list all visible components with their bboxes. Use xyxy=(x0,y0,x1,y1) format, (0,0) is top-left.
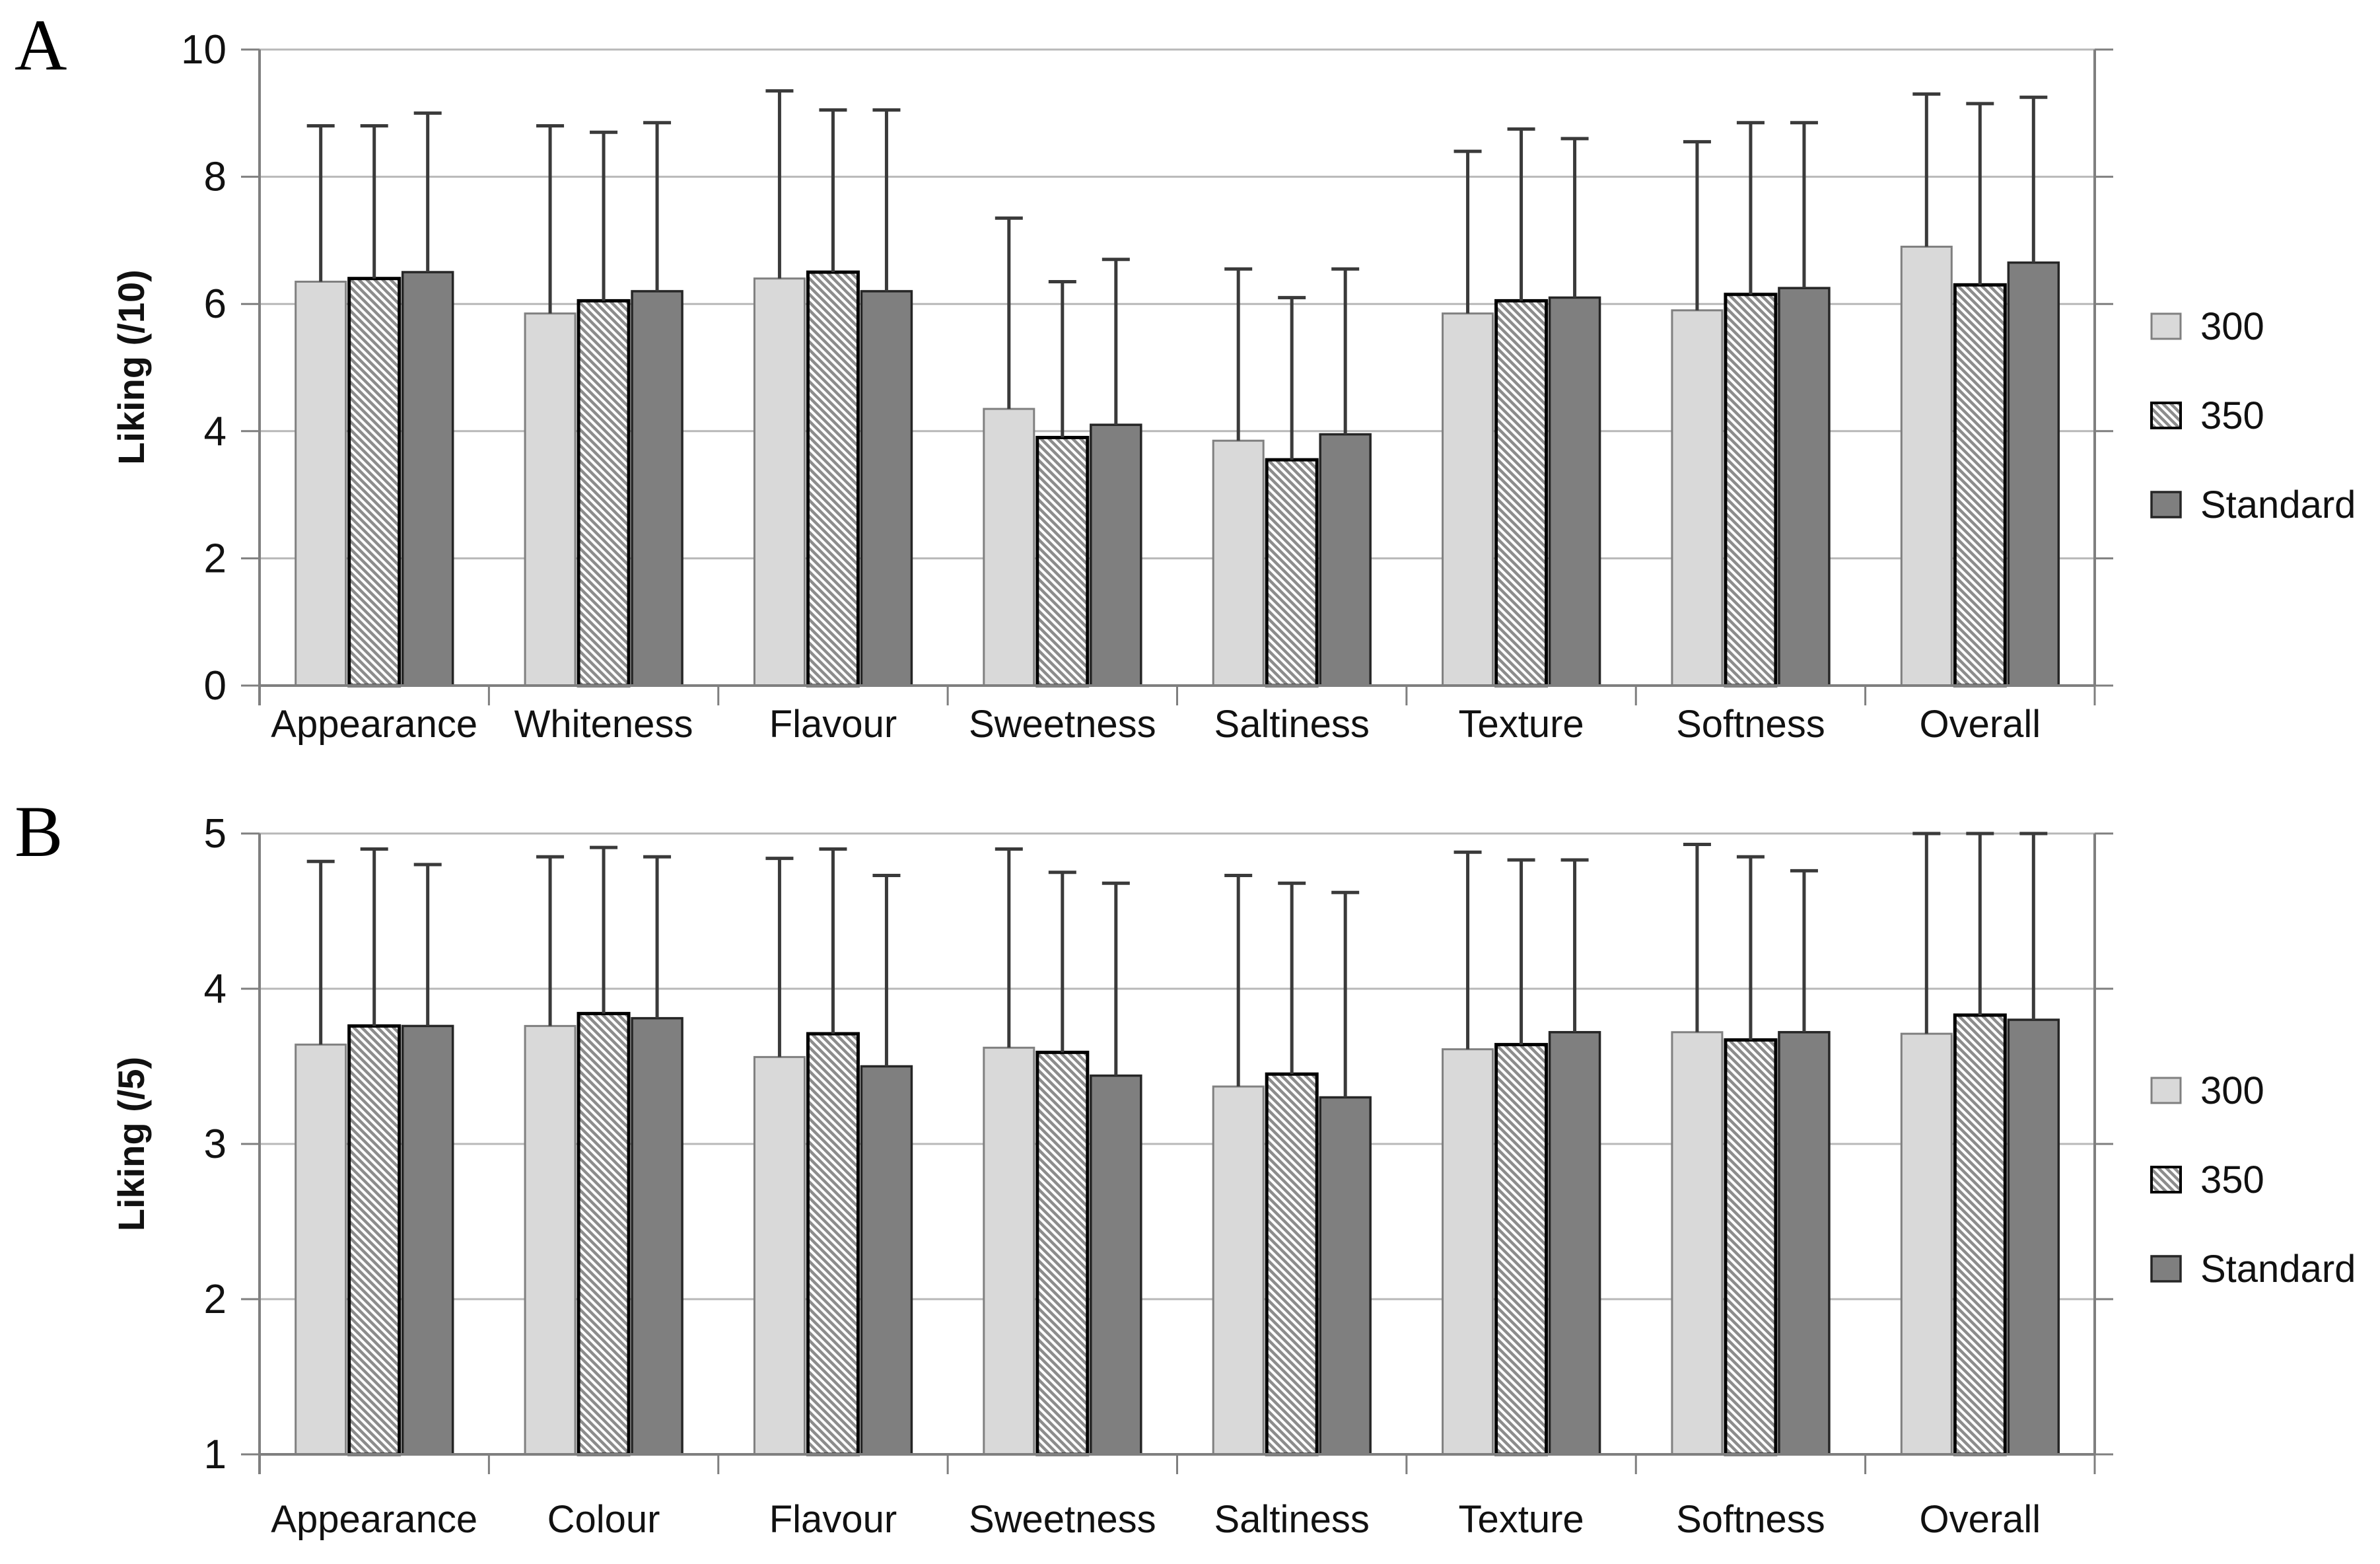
y-axis-title: Liking (/5) xyxy=(110,1057,152,1231)
bar-standard-texture xyxy=(1548,296,1601,687)
y-tick-label: 6 xyxy=(204,281,227,327)
legend-swatch-300 xyxy=(2150,1077,2182,1104)
x-category-label-appearance: Appearance xyxy=(271,1498,477,1541)
bar-standard-appearance xyxy=(401,1024,454,1456)
legend-swatch-300 xyxy=(2150,312,2182,340)
bar-300-texture xyxy=(1442,1048,1494,1456)
bar-350-flavour xyxy=(806,1032,860,1456)
panel-letter-a: A xyxy=(15,5,67,85)
bar-300-overall xyxy=(1900,246,1953,687)
x-category-label-overall: Overall xyxy=(1919,703,2041,746)
x-category-label-overall: Overall xyxy=(1919,1498,2041,1541)
legend-label-300: 300 xyxy=(2200,305,2264,348)
bar-standard-flavour xyxy=(860,1065,913,1456)
bar-standard-overall xyxy=(2007,1018,2060,1456)
bar-standard-colour xyxy=(631,1016,683,1456)
bar-300-saltiness xyxy=(1212,439,1265,687)
bar-350-flavour xyxy=(806,270,860,688)
x-category-label-saltiness: Saltiness xyxy=(1214,1498,1370,1541)
legend-label-300: 300 xyxy=(2200,1069,2264,1112)
x-category-label-whiteness: Whiteness xyxy=(514,703,693,746)
legend-swatch-standard xyxy=(2150,491,2182,518)
legend-swatch-standard xyxy=(2150,1255,2182,1283)
bar-350-sweetness xyxy=(1035,435,1090,688)
panel-letter-b: B xyxy=(15,791,63,872)
y-tick-label: 5 xyxy=(204,811,227,857)
bar-300-sweetness xyxy=(983,1046,1035,1456)
x-category-label-colour: Colour xyxy=(547,1498,660,1541)
y-axis-title: Liking (/10) xyxy=(110,269,152,465)
x-category-label-texture: Texture xyxy=(1458,1498,1584,1541)
bar-300-flavour xyxy=(753,277,806,687)
bar-300-flavour xyxy=(753,1055,806,1456)
x-category-label-sweetness: Sweetness xyxy=(969,703,1156,746)
bar-300-colour xyxy=(524,1024,577,1456)
legend-label-standard: Standard xyxy=(2200,483,2356,526)
bar-standard-sweetness xyxy=(1090,423,1142,687)
bar-300-sweetness xyxy=(983,408,1035,687)
bar-350-colour xyxy=(577,1012,631,1456)
bar-350-overall xyxy=(1953,1013,2007,1456)
bar-300-overall xyxy=(1900,1032,1953,1456)
bar-standard-sweetness xyxy=(1090,1074,1142,1456)
legend-label-standard: Standard xyxy=(2200,1248,2356,1291)
bar-300-texture xyxy=(1442,312,1494,687)
bar-350-appearance xyxy=(347,277,402,688)
legend-label-350: 350 xyxy=(2200,1158,2264,1201)
bar-standard-softness xyxy=(1778,287,1831,687)
y-tick-label: 4 xyxy=(204,966,227,1012)
bar-350-overall xyxy=(1953,283,2007,688)
bar-300-saltiness xyxy=(1212,1085,1265,1456)
y-tick-label: 0 xyxy=(204,663,227,709)
bar-300-appearance xyxy=(295,280,347,687)
y-tick-label: 4 xyxy=(204,409,227,454)
legend-label-350: 350 xyxy=(2200,394,2264,437)
y-tick-label: 10 xyxy=(181,27,227,73)
x-category-label-flavour: Flavour xyxy=(769,703,897,746)
y-tick-label: 2 xyxy=(204,536,227,581)
bar-standard-overall xyxy=(2007,261,2060,687)
bar-standard-flavour xyxy=(860,290,913,687)
y-tick-label: 8 xyxy=(204,155,227,200)
bar-standard-saltiness xyxy=(1319,1096,1372,1456)
bar-standard-softness xyxy=(1778,1031,1831,1456)
x-category-label-sweetness: Sweetness xyxy=(969,1498,1156,1541)
x-category-label-softness: Softness xyxy=(1676,703,1825,746)
legend-swatch-350 xyxy=(2150,402,2182,429)
bar-300-softness xyxy=(1671,1031,1724,1456)
x-category-label-flavour: Flavour xyxy=(769,1498,897,1541)
y-tick-label: 2 xyxy=(204,1277,227,1322)
bar-350-sweetness xyxy=(1035,1050,1090,1456)
y-tick-label: 1 xyxy=(204,1432,227,1477)
y-tick-label: 3 xyxy=(204,1121,227,1167)
bar-standard-whiteness xyxy=(631,290,683,687)
x-category-label-texture: Texture xyxy=(1458,703,1584,746)
bar-350-softness xyxy=(1724,293,1778,688)
x-category-label-softness: Softness xyxy=(1676,1498,1825,1541)
bar-standard-saltiness xyxy=(1319,433,1372,687)
bar-350-texture xyxy=(1494,1043,1549,1456)
bar-300-whiteness xyxy=(524,312,577,687)
bar-300-appearance xyxy=(295,1044,347,1456)
bar-standard-appearance xyxy=(401,271,454,687)
bar-350-appearance xyxy=(347,1024,402,1456)
bar-standard-texture xyxy=(1548,1031,1601,1456)
legend-swatch-350 xyxy=(2150,1166,2182,1193)
bar-350-saltiness xyxy=(1265,458,1319,688)
x-category-label-saltiness: Saltiness xyxy=(1214,703,1370,746)
bar-350-texture xyxy=(1494,299,1549,688)
bar-300-softness xyxy=(1671,309,1724,687)
bar-350-whiteness xyxy=(577,299,631,688)
x-category-label-appearance: Appearance xyxy=(271,703,477,746)
bar-350-saltiness xyxy=(1265,1072,1319,1456)
bar-350-softness xyxy=(1724,1038,1778,1456)
